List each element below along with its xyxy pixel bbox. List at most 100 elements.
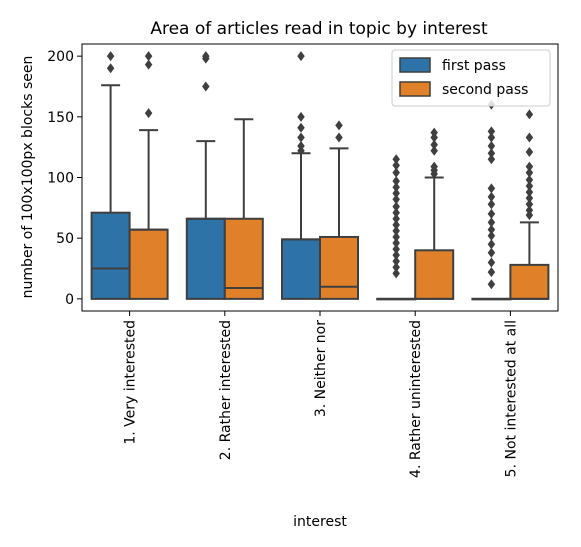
outlier-point	[430, 139, 438, 150]
box-second-pass	[414, 127, 455, 300]
outlier-point	[297, 140, 305, 151]
outlier-point	[335, 132, 343, 143]
chart-title: Area of articles read in topic by intere…	[150, 19, 488, 39]
x-tick-label: 1. Very interested	[123, 320, 139, 445]
outlier-point	[297, 122, 305, 133]
outlier-point	[487, 208, 496, 219]
outlier-point	[487, 239, 496, 250]
outlier-point	[487, 191, 496, 202]
outlier-point	[487, 224, 496, 235]
outlier-point	[392, 268, 400, 279]
outlier-point	[525, 199, 534, 210]
box-body	[414, 249, 455, 300]
outlier-point	[487, 257, 496, 268]
box-body	[90, 211, 131, 300]
y-axis-title: number of 100x100px blocks seen	[20, 56, 36, 299]
outlier-point	[392, 194, 400, 205]
outlier-point	[525, 109, 534, 120]
y-tick-label: 200	[47, 49, 74, 65]
legend: first pass second pass	[391, 49, 551, 107]
box-first-pass	[185, 51, 226, 300]
legend-swatch	[399, 81, 431, 97]
outlier-point	[392, 167, 400, 178]
y-tick-label: 50	[56, 231, 74, 247]
outlier-point	[392, 176, 400, 187]
outlier-point	[525, 180, 534, 191]
outlier-point	[144, 51, 153, 62]
box-body	[185, 217, 226, 300]
outlier-point	[525, 147, 534, 158]
outlier-point	[487, 267, 496, 278]
outlier-point	[525, 187, 534, 198]
legend-swatch	[399, 57, 431, 73]
outlier-point	[525, 161, 534, 172]
outlier-point	[202, 51, 210, 62]
outlier-point	[202, 81, 210, 92]
box-first-pass	[376, 154, 417, 301]
outlier-point	[487, 279, 496, 290]
outlier-point	[392, 238, 400, 249]
x-tick-label: 3. Neither nor	[313, 320, 329, 417]
outlier-point	[297, 51, 305, 62]
outlier-point	[392, 225, 400, 236]
outlier-point	[487, 183, 496, 194]
outlier-point	[392, 231, 400, 242]
x-tick-label: 5. Not interested at all	[503, 320, 519, 477]
box-body	[281, 238, 321, 300]
box-second-pass	[223, 118, 264, 300]
x-tick-label: 2. Rather interested	[218, 320, 234, 460]
outlier-point	[106, 63, 115, 74]
legend-label: first pass	[442, 58, 506, 74]
outlier-point	[392, 219, 400, 230]
outlier-point	[392, 207, 400, 218]
box-second-pass	[128, 51, 169, 300]
y-tick-label: 150	[47, 110, 74, 126]
outlier-point	[525, 205, 534, 216]
outlier-point	[144, 108, 153, 119]
outlier-point	[487, 217, 496, 228]
box-second-pass	[319, 120, 359, 300]
outlier-point	[392, 154, 400, 165]
outlier-point	[487, 148, 496, 159]
outlier-point	[392, 262, 400, 273]
outlier-point	[487, 154, 496, 165]
outlier-point	[392, 160, 400, 171]
plot-area: 0 50 100 150 200 1. Very interested 2. Rather …	[47, 43, 559, 478]
outlier-point	[335, 120, 343, 131]
box-body	[319, 235, 359, 300]
outlier-point	[392, 256, 400, 267]
outlier-point	[106, 51, 115, 62]
outlier-point	[430, 161, 438, 172]
box-first-pass	[90, 51, 131, 300]
outlier-point	[392, 188, 400, 199]
outlier-point	[487, 199, 496, 210]
outlier-point	[487, 140, 496, 151]
x-axis-title: interest	[293, 514, 347, 530]
outlier-point	[297, 111, 305, 122]
outlier-point	[525, 132, 534, 143]
outlier-point	[392, 250, 400, 261]
box-second-pass	[509, 109, 550, 300]
outlier-point	[487, 247, 496, 258]
box-body	[223, 217, 264, 300]
outlier-point	[525, 167, 534, 178]
y-tick-label: 0	[65, 292, 74, 308]
outlier-point	[525, 193, 534, 204]
legend-label: second pass	[442, 82, 528, 98]
outlier-point	[392, 201, 400, 212]
outlier-point	[487, 132, 496, 143]
outlier-point	[487, 230, 496, 241]
outlier-point	[392, 182, 400, 193]
outlier-point	[392, 244, 400, 255]
box-body	[509, 263, 550, 300]
y-tick-label: 100	[47, 171, 74, 187]
outlier-point	[430, 145, 438, 156]
box-first-pass	[281, 51, 321, 300]
outlier-point	[392, 213, 400, 224]
outlier-point	[525, 174, 534, 185]
legend-frame	[391, 49, 551, 107]
outlier-point	[487, 126, 496, 137]
x-tick-label: 4. Rather uninterested	[408, 320, 424, 478]
outlier-point	[144, 59, 153, 70]
